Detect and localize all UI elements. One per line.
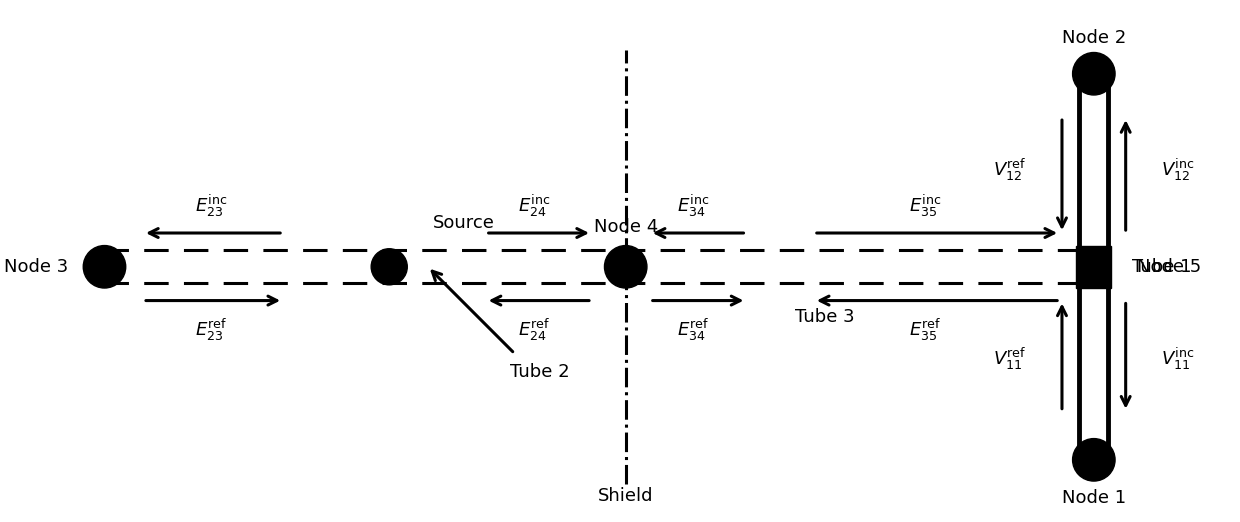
Text: Source: Source xyxy=(433,215,495,232)
Circle shape xyxy=(1073,438,1115,481)
Text: $V_{12}^{\rm ref}$: $V_{12}^{\rm ref}$ xyxy=(993,157,1027,183)
Circle shape xyxy=(1073,53,1115,95)
Text: $V_{11}^{\rm inc}$: $V_{11}^{\rm inc}$ xyxy=(1162,346,1194,372)
Text: $E_{35}^{\rm inc}$: $E_{35}^{\rm inc}$ xyxy=(909,193,941,219)
Circle shape xyxy=(371,249,407,285)
Text: Node 5: Node 5 xyxy=(1137,258,1202,276)
Bar xyxy=(1076,245,1111,288)
Text: Node 3: Node 3 xyxy=(4,258,68,276)
Text: $E_{35}^{\rm ref}$: $E_{35}^{\rm ref}$ xyxy=(909,316,941,342)
Text: Shield: Shield xyxy=(598,487,653,505)
Text: Tube 1: Tube 1 xyxy=(1132,258,1192,276)
Text: $V_{12}^{\rm inc}$: $V_{12}^{\rm inc}$ xyxy=(1162,157,1194,183)
Text: Node 2: Node 2 xyxy=(1061,29,1126,47)
Text: $E_{34}^{\rm inc}$: $E_{34}^{\rm inc}$ xyxy=(677,193,709,219)
Text: Tube 2: Tube 2 xyxy=(510,363,569,381)
Text: Node 1: Node 1 xyxy=(1061,489,1126,507)
Text: Node 4: Node 4 xyxy=(594,218,658,236)
Text: $E_{23}^{\rm inc}$: $E_{23}^{\rm inc}$ xyxy=(195,193,227,219)
Circle shape xyxy=(83,245,125,288)
Text: $E_{24}^{\rm ref}$: $E_{24}^{\rm ref}$ xyxy=(518,316,551,342)
Text: $V_{11}^{\rm ref}$: $V_{11}^{\rm ref}$ xyxy=(993,346,1027,372)
Text: Tube 3: Tube 3 xyxy=(795,309,854,326)
Text: $E_{23}^{\rm ref}$: $E_{23}^{\rm ref}$ xyxy=(195,316,227,342)
Circle shape xyxy=(604,245,647,288)
Text: $E_{24}^{\rm inc}$: $E_{24}^{\rm inc}$ xyxy=(518,193,551,219)
Text: $E_{34}^{\rm ref}$: $E_{34}^{\rm ref}$ xyxy=(677,316,709,342)
